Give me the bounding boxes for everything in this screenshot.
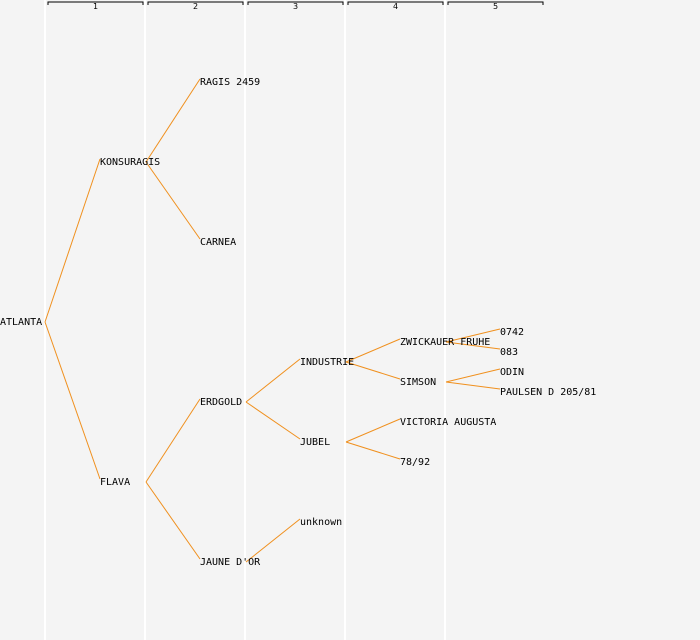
node-ragis-2459[interactable]: RAGIS 2459 bbox=[200, 77, 260, 88]
edge-atlanta-to-flava bbox=[44, 321, 101, 480]
edge-erdgold-to-jubel bbox=[245, 401, 301, 440]
node-zwickauer-fruhe[interactable]: ZWICKAUER FRUHE bbox=[400, 337, 490, 348]
edge-atlanta-to-konsuragis bbox=[44, 158, 101, 323]
generation-label-2: 2 bbox=[193, 2, 198, 11]
generation-bracket-5 bbox=[447, 1, 544, 5]
generation-header: 1 2 3 4 5 bbox=[47, 1, 544, 11]
node-konsuragis[interactable]: KONSURAGIS bbox=[100, 157, 160, 168]
node-jaune-d-or[interactable]: JAUNE D'OR bbox=[200, 557, 261, 568]
generation-label-3: 3 bbox=[293, 2, 298, 11]
edge-flava-to-erdgold bbox=[145, 398, 201, 483]
edge-jubel-to-victoria bbox=[345, 418, 401, 443]
edge-zwickauer-to-n0742 bbox=[445, 328, 501, 343]
pedigree-labels: ATLANTA KONSURAGIS FLAVA RAGIS 2459 CARNEA ER… bbox=[0, 77, 596, 568]
node-0742[interactable]: 0742 bbox=[500, 327, 524, 338]
edge-simson-to-odin bbox=[445, 368, 501, 383]
node-carnea[interactable]: CARNEA bbox=[200, 237, 236, 248]
node-industrie[interactable]: INDUSTRIE bbox=[300, 357, 354, 368]
node-victoria-augusta[interactable]: VICTORIA AUGUSTA bbox=[400, 417, 496, 428]
node-jubel[interactable]: JUBEL bbox=[300, 437, 330, 448]
generation-bracket-3 bbox=[247, 1, 344, 5]
node-paulsen-d-205-81[interactable]: PAULSEN D 205/81 bbox=[500, 387, 596, 398]
generation-bracket-1 bbox=[47, 1, 144, 5]
node-78-92[interactable]: 78/92 bbox=[400, 457, 430, 468]
generation-bracket-4 bbox=[347, 1, 444, 5]
edge-industrie-to-simson bbox=[345, 361, 401, 380]
node-unknown[interactable]: unknown bbox=[300, 517, 342, 528]
edge-jubel-to-n7892 bbox=[345, 441, 401, 460]
node-083[interactable]: 083 bbox=[500, 347, 518, 358]
edge-jaunedor-to-unknown bbox=[245, 518, 301, 563]
edge-konsuragis-to-ragis2459 bbox=[145, 78, 201, 163]
edge-industrie-to-zwickauer bbox=[345, 338, 401, 363]
pedigree-edges bbox=[44, 78, 501, 563]
node-simson[interactable]: SIMSON bbox=[400, 377, 436, 388]
generation-label-5: 5 bbox=[493, 2, 498, 11]
edge-simson-to-paulsen bbox=[445, 381, 501, 390]
edge-erdgold-to-industrie bbox=[245, 358, 301, 403]
edge-flava-to-jaunedor bbox=[145, 481, 201, 560]
node-flava[interactable]: FLAVA bbox=[100, 477, 130, 488]
column-dividers bbox=[44, 0, 446, 640]
node-erdgold[interactable]: ERDGOLD bbox=[200, 397, 242, 408]
generation-bracket-2 bbox=[147, 1, 244, 5]
edge-zwickauer-to-n083 bbox=[445, 341, 501, 350]
generation-label-1: 1 bbox=[93, 2, 98, 11]
node-atlanta[interactable]: ATLANTA bbox=[0, 317, 42, 328]
node-odin[interactable]: ODIN bbox=[500, 367, 524, 378]
edge-konsuragis-to-carnea bbox=[145, 161, 201, 240]
generation-label-4: 4 bbox=[393, 2, 398, 11]
